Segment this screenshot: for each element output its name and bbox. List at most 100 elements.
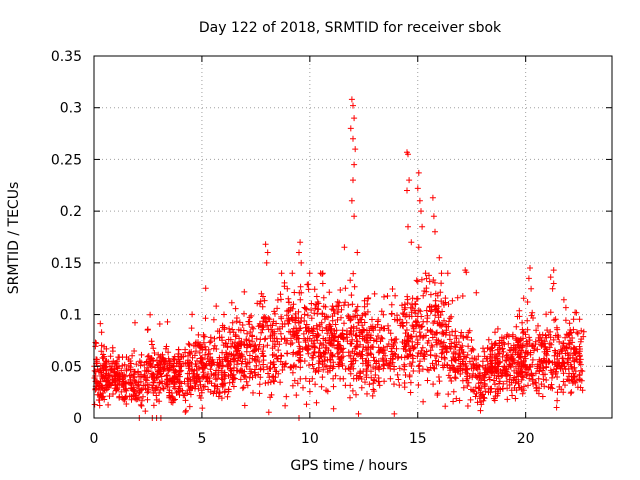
data-point	[543, 364, 550, 371]
data-point	[187, 350, 194, 357]
data-point	[389, 355, 396, 362]
data-point	[239, 358, 246, 365]
data-point	[160, 356, 167, 363]
data-point	[247, 370, 254, 377]
data-point	[259, 303, 266, 310]
data-point	[369, 392, 376, 399]
data-point	[241, 288, 248, 295]
data-point	[506, 361, 513, 368]
data-point	[420, 333, 427, 340]
data-point	[457, 332, 464, 339]
data-point	[459, 293, 466, 299]
data-point	[534, 346, 541, 353]
data-point	[448, 313, 455, 320]
data-point	[96, 382, 102, 389]
data-points	[91, 96, 587, 421]
data-point	[272, 374, 279, 381]
data-point	[319, 374, 326, 381]
data-point	[319, 361, 326, 368]
data-point	[358, 376, 365, 382]
data-point	[500, 380, 507, 387]
data-point	[127, 366, 134, 373]
data-point	[446, 364, 453, 371]
data-point	[123, 385, 129, 392]
data-point	[337, 375, 344, 382]
data-point	[430, 381, 437, 388]
data-point	[210, 372, 217, 379]
data-point	[235, 326, 242, 333]
data-point	[173, 389, 180, 396]
data-point	[298, 259, 305, 266]
data-point	[433, 361, 440, 368]
data-point	[404, 293, 411, 300]
data-point	[566, 320, 573, 327]
data-point	[346, 330, 353, 336]
data-point	[427, 308, 434, 315]
data-point	[378, 308, 385, 315]
data-point	[413, 296, 420, 302]
data-point	[92, 343, 99, 350]
data-point	[450, 398, 457, 405]
data-point	[277, 330, 284, 337]
data-point	[549, 359, 556, 366]
data-point	[342, 299, 349, 306]
data-point	[442, 331, 449, 338]
data-point	[389, 343, 395, 350]
data-point	[110, 391, 116, 397]
data-point	[319, 327, 326, 334]
data-point	[404, 300, 411, 307]
data-point	[328, 326, 335, 333]
data-point	[421, 349, 428, 356]
data-point	[421, 288, 428, 294]
data-point	[278, 336, 285, 342]
data-point	[492, 340, 499, 347]
data-point	[103, 345, 110, 352]
data-point	[414, 353, 421, 360]
data-point	[326, 365, 333, 372]
data-point	[98, 329, 105, 336]
data-point	[174, 388, 181, 395]
data-point	[301, 358, 308, 364]
data-point	[269, 322, 276, 329]
data-point	[136, 394, 142, 401]
data-point	[127, 376, 134, 383]
x-tick-label: 10	[301, 431, 319, 447]
data-point	[282, 402, 289, 409]
data-point	[378, 334, 385, 341]
data-point	[310, 330, 317, 337]
data-point	[371, 388, 378, 395]
data-point	[97, 391, 104, 398]
data-point	[347, 125, 354, 132]
data-point	[118, 367, 125, 374]
data-point	[289, 305, 296, 312]
data-point	[110, 358, 117, 365]
data-point	[492, 340, 499, 347]
data-point	[344, 334, 351, 341]
data-point	[103, 370, 110, 377]
data-point	[128, 396, 135, 403]
data-point	[142, 372, 148, 379]
data-point	[145, 367, 152, 374]
data-point	[529, 376, 536, 383]
data-point	[265, 370, 271, 377]
data-point	[212, 376, 219, 383]
data-point	[342, 382, 349, 389]
data-point	[119, 394, 126, 401]
data-point	[407, 351, 414, 358]
data-point	[206, 339, 213, 346]
data-point	[409, 338, 416, 345]
data-point	[387, 330, 394, 337]
data-point	[523, 372, 530, 379]
data-point	[448, 340, 455, 347]
data-point	[301, 335, 308, 342]
data-point	[131, 374, 138, 381]
data-point	[281, 363, 288, 370]
data-point	[210, 316, 217, 323]
data-point	[529, 361, 536, 368]
data-point	[450, 388, 457, 395]
data-point	[442, 295, 449, 302]
data-point	[451, 366, 458, 373]
data-point	[328, 332, 335, 338]
data-point	[186, 386, 193, 393]
data-point	[533, 327, 540, 334]
